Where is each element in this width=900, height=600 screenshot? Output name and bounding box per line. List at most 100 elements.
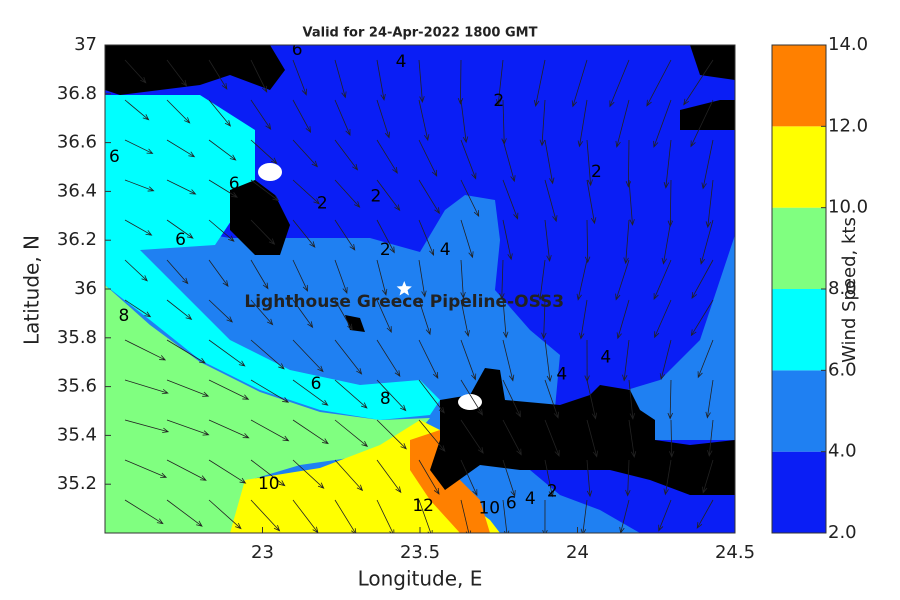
- wind-arrow: [544, 179, 558, 223]
- wind-arrow: [460, 99, 469, 144]
- colorbar-tick-label: 4.0: [828, 441, 857, 462]
- wind-arrow: [701, 139, 714, 190]
- colorbar-tick-label: 2.0: [828, 522, 857, 543]
- wind-arrow: [124, 59, 147, 84]
- lake: [258, 163, 282, 181]
- wind-arrow: [292, 179, 320, 205]
- wind-arrow: [539, 99, 546, 147]
- wind-arrow: [460, 459, 478, 497]
- wind-arrow: [586, 419, 598, 458]
- wind-arrow: [250, 139, 278, 164]
- contour-label: 2: [317, 194, 328, 214]
- wind-arrow: [653, 259, 672, 301]
- wind-arrow: [250, 459, 286, 487]
- wind-arrow: [542, 499, 548, 533]
- wind-arrow: [166, 299, 193, 320]
- wind-arrow: [376, 379, 407, 412]
- wind-arrow: [418, 219, 435, 257]
- wind-arrow: [376, 219, 395, 254]
- colorbar-tick-label: 14.0: [828, 34, 868, 55]
- wind-arrow: [292, 259, 308, 292]
- wind-arrow: [586, 139, 593, 187]
- x-tick-label: 23.5: [400, 542, 440, 563]
- wind-arrow: [124, 419, 170, 433]
- wind-arrow: [502, 419, 522, 456]
- site-marker: [396, 281, 412, 296]
- wind-arrow: [124, 459, 168, 478]
- wind-arrow: [707, 419, 714, 457]
- land: [105, 45, 735, 495]
- x-axis-label: Longitude, E: [358, 567, 483, 591]
- wind-arrow: [577, 99, 588, 148]
- wind-arrow: [502, 179, 519, 220]
- wind-arrow: [584, 219, 591, 264]
- wind-arrow: [690, 99, 714, 148]
- contour-label: 6: [506, 494, 517, 514]
- wind-arrow: [166, 499, 203, 527]
- wind-arrow: [334, 179, 361, 208]
- wind-arrow: [702, 459, 714, 494]
- wind-arrow: [250, 499, 281, 532]
- wind-arrow: [609, 59, 630, 108]
- wind-arrow: [334, 499, 357, 533]
- contour-label: 4: [396, 52, 407, 72]
- wind-arrow: [661, 219, 672, 265]
- contour-label: 8: [380, 389, 391, 409]
- wind-arrow: [460, 219, 474, 259]
- wind-arrow: [376, 259, 388, 296]
- wind-arrow: [250, 299, 274, 326]
- wind-arrow: [292, 59, 307, 96]
- wind-arrow: [418, 499, 433, 533]
- wind-arrow: [208, 59, 228, 90]
- wind-arrow: [418, 339, 439, 379]
- wind-arrow: [534, 59, 546, 107]
- wind-arrow: [683, 59, 714, 106]
- wind-arrow: [376, 299, 392, 334]
- wind-arrow: [418, 179, 440, 215]
- wind-arrow: [418, 59, 425, 103]
- wind-arrow: [124, 219, 153, 236]
- wind-arrow: [502, 459, 516, 497]
- contour-label: 10: [478, 499, 500, 519]
- contour-label: 6: [229, 174, 240, 194]
- y-tick-label: 36.6: [57, 132, 97, 153]
- wind-arrow: [502, 339, 515, 382]
- wind-arrow: [208, 219, 235, 242]
- wind-arrow: [208, 419, 250, 439]
- wind-arrow: [576, 259, 588, 301]
- wind-arrow: [625, 139, 632, 188]
- y-axis-label: Latitude, N: [20, 235, 44, 345]
- wind-arrow: [663, 459, 672, 496]
- wind-arrow: [586, 179, 597, 225]
- wind-arrow: [697, 339, 714, 379]
- colorbar-band: [772, 451, 826, 533]
- wind-arrow: [658, 499, 672, 532]
- colorbar-band: [772, 45, 826, 127]
- lake: [458, 394, 482, 410]
- wind-arrow: [496, 59, 504, 107]
- y-tick-label: 36.2: [57, 229, 97, 250]
- wind-arrow: [659, 339, 672, 381]
- y-tick-label: 35.2: [57, 473, 97, 494]
- wind-arrow: [334, 99, 351, 136]
- wind-arrow: [334, 339, 363, 375]
- wind-arrow: [628, 179, 635, 226]
- wind-arrow: [537, 259, 546, 301]
- wind-arrow: [579, 299, 588, 340]
- wind-arrow: [653, 99, 672, 148]
- wind-arrows: [124, 59, 714, 533]
- wind-arrow: [418, 459, 440, 495]
- wind-arrow: [292, 419, 329, 445]
- wind-arrow: [615, 259, 630, 301]
- wind-arrow: [616, 299, 630, 340]
- colorbar-band: [772, 289, 826, 371]
- wind-arrow: [250, 419, 290, 442]
- wind-arrow: [208, 139, 237, 161]
- site-name: Lighthouse Greece Pipeline-OSS3: [244, 292, 564, 312]
- y-tick-label: 36: [74, 278, 97, 299]
- wind-arrow: [615, 99, 630, 148]
- wind-arrow: [705, 179, 714, 229]
- colorbar-tick-label: 10.0: [828, 197, 868, 218]
- wind-arrow: [586, 379, 598, 420]
